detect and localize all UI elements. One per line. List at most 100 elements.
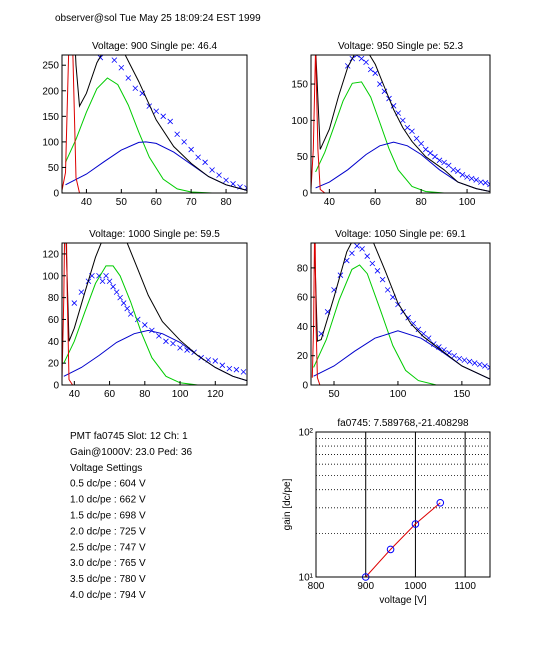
y-tick-label: 40 — [297, 322, 309, 333]
data-point — [464, 174, 470, 180]
data-point — [436, 498, 445, 507]
data-point — [163, 338, 169, 345]
data-point — [367, 66, 374, 73]
data-point — [468, 175, 475, 182]
data-point — [139, 90, 146, 97]
data-point — [99, 278, 106, 285]
info-line: 1.0 dc/pe : 662 V — [70, 495, 146, 506]
y-tick-label: 0 — [302, 189, 308, 200]
axes-frame — [315, 431, 491, 578]
data-point — [476, 361, 483, 368]
data-point — [363, 59, 369, 66]
plot-area — [62, 243, 247, 385]
fit-curve — [315, 55, 490, 192]
y-tick-label: 40 — [48, 337, 60, 348]
data-point — [233, 366, 240, 373]
axes-frame — [310, 54, 491, 194]
chart-title: Voltage: 900 Single pe: 46.4 — [92, 41, 218, 52]
plot-area — [311, 243, 490, 385]
data-point — [466, 358, 473, 365]
data-point — [461, 357, 468, 363]
data-point — [450, 166, 457, 173]
y-tick-label: 250 — [42, 61, 59, 72]
data-point — [400, 117, 406, 124]
info-line: 2.5 dc/pe : 747 V — [70, 542, 146, 553]
data-point — [219, 362, 226, 369]
data-point — [181, 139, 187, 145]
x-tick-label: 80 — [220, 197, 232, 208]
data-point — [482, 180, 489, 186]
data-point — [167, 118, 173, 125]
data-point — [170, 340, 176, 347]
x-tick-label: 60 — [104, 389, 116, 400]
x-tick-label: 60 — [370, 197, 382, 208]
data-point — [195, 154, 201, 161]
data-point — [456, 355, 463, 362]
data-point — [349, 250, 355, 257]
header: observer@sol Tue May 25 18:09:24 EST 199… — [55, 13, 261, 24]
info-line: Gain@1000V: 23.0 Ped: 36 — [70, 447, 193, 458]
data-point — [106, 278, 113, 285]
x-tick-label: 1100 — [454, 581, 476, 592]
x-tick-label: 60 — [151, 197, 163, 208]
y-tick-label: 120 — [42, 249, 59, 260]
chart-title: Voltage: 1000 Single pe: 59.5 — [89, 229, 220, 240]
data-point — [120, 300, 127, 306]
data-point — [124, 305, 130, 312]
data-point — [377, 81, 383, 87]
fit-curve — [65, 77, 213, 193]
data-point — [212, 358, 219, 364]
info-line: 0.5 dc/pe : 604 V — [70, 479, 146, 490]
data-point — [117, 294, 123, 301]
data-point — [410, 320, 417, 327]
plot-area — [311, 55, 490, 193]
y-tick-label: 60 — [297, 293, 309, 304]
fit-curve — [365, 502, 441, 577]
x-tick-label: 50 — [116, 197, 128, 208]
data-point — [153, 108, 160, 115]
data-point — [374, 268, 381, 274]
fit-curve — [75, 55, 247, 191]
x-tick-label: 70 — [186, 197, 198, 208]
chart-title: fa0745: 7.589768,-21.408298 — [337, 418, 469, 429]
axes-frame — [61, 242, 248, 386]
plot-area — [62, 55, 247, 193]
data-point — [372, 70, 379, 76]
data-point — [441, 159, 447, 166]
y-tick-label: 150 — [291, 80, 308, 91]
data-point — [188, 146, 194, 153]
data-point — [384, 287, 391, 293]
data-point — [359, 246, 365, 252]
data-point — [427, 150, 434, 156]
data-point — [160, 113, 167, 120]
fit-curve — [313, 264, 437, 385]
data-point — [379, 276, 386, 283]
data-point — [411, 520, 420, 528]
data-point — [415, 326, 422, 333]
data-point — [354, 55, 360, 58]
x-tick-label: 40 — [81, 197, 93, 208]
x-tick-label: 80 — [416, 197, 428, 208]
data-point — [432, 153, 438, 160]
y-tick-label: 100 — [291, 116, 308, 127]
data-point — [118, 64, 125, 71]
y-tick-label: 10² — [299, 428, 314, 439]
data-point — [111, 57, 118, 63]
data-point — [473, 177, 480, 183]
info-line: 2.0 dc/pe : 725 V — [70, 526, 146, 537]
info-line: 4.0 dc/pe : 794 V — [70, 590, 146, 601]
x-tick-label: 80 — [139, 389, 151, 400]
data-point — [174, 131, 180, 138]
y-tick-label: 80 — [48, 293, 60, 304]
data-point — [482, 363, 488, 369]
info-line: 3.0 dc/pe : 765 V — [70, 558, 146, 569]
x-tick-label: 100 — [172, 389, 189, 400]
data-point — [113, 289, 120, 295]
y-tick-label: 0 — [302, 381, 308, 392]
data-point — [404, 124, 411, 131]
chart-title: Voltage: 1050 Single pe: 69.1 — [335, 229, 466, 240]
axes-frame — [61, 54, 248, 194]
x-tick-label: 900 — [357, 581, 374, 592]
data-point — [71, 300, 78, 306]
